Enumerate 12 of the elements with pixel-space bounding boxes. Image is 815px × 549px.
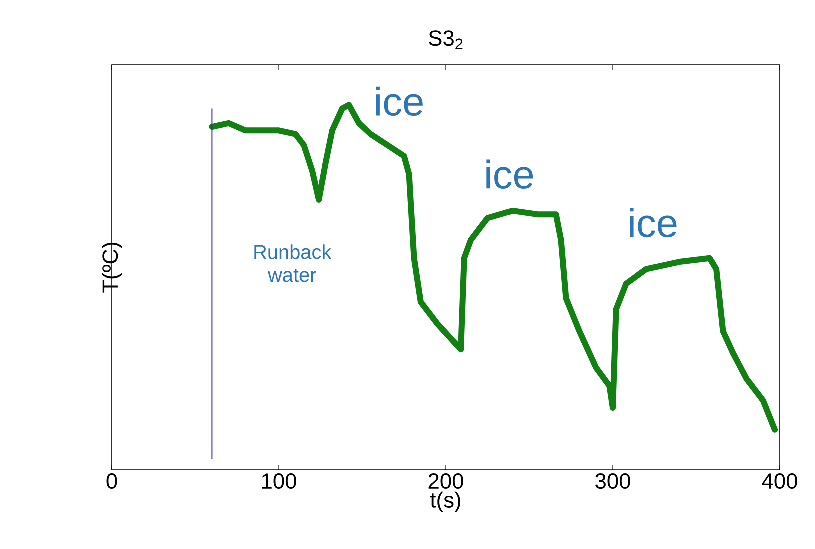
x-axis-title: t(s) <box>430 492 460 512</box>
x-tick-label: 0 <box>106 474 118 490</box>
x-tick-label: 300 <box>596 474 630 490</box>
annotation: ice <box>630 208 677 238</box>
annotation: ice <box>376 86 423 116</box>
x-tick-label: 100 <box>262 474 296 490</box>
y-axis-title: T(ºC) <box>102 242 122 293</box>
annotation: ice <box>486 160 534 189</box>
chart-title: S3$_{2}$ <box>429 30 463 50</box>
x-tick-label: 200 <box>428 474 464 490</box>
annotation: Runback water <box>254 244 332 282</box>
x-tick-label: 400 <box>762 474 798 490</box>
